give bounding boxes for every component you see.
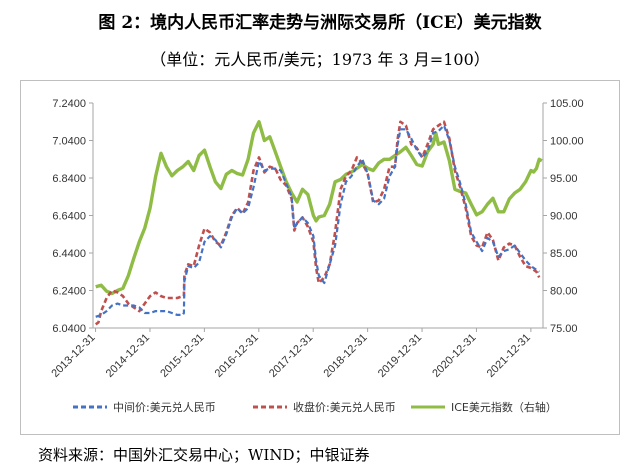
source-note: 资料来源：中国外汇交易中心；WIND；中银证券 <box>38 446 370 464</box>
x-tick-label: 2020-12-31 <box>430 332 478 380</box>
legend-label: 收盘价:美元兑人民币 <box>293 400 396 414</box>
y-left-tick-label: 6.0400 <box>52 323 86 335</box>
y-left-tick-label: 7.2400 <box>52 98 86 110</box>
x-tick-label: 2013-12-31 <box>49 332 97 380</box>
legend-label: ICE美元指数（右轴） <box>451 400 557 414</box>
legend-item-close-rate: 收盘价:美元兑人民币 <box>253 400 396 414</box>
x-tick-label: 2015-12-31 <box>158 332 206 380</box>
chart-title: 图 2：境内人民币汇率走势与洲际交易所（ICE）美元指数 <box>98 13 542 33</box>
x-tick-label: 2018-12-31 <box>321 332 369 380</box>
y-right-tick-label: 85.00 <box>550 248 578 260</box>
legend-label: 中间价:美元兑人民币 <box>113 400 216 414</box>
legend-item-ice-index: ICE美元指数（右轴） <box>411 400 557 414</box>
axes: 6.0400 6.2400 6.4400 6.6400 6.8400 7.0400 7.24… <box>49 98 583 380</box>
series-ice-index-line <box>95 120 543 296</box>
series-layer <box>94 120 543 326</box>
y-left-tick-label: 6.6400 <box>52 211 86 223</box>
y-right-tick-label: 75.00 <box>550 323 578 335</box>
x-tick-label: 2016-12-31 <box>213 332 261 380</box>
y-left-tick-label: 7.0400 <box>52 136 86 148</box>
y-right-tick-label: 100.00 <box>550 136 584 148</box>
chart-svg: 6.0400 6.2400 6.4400 6.6400 6.8400 7.0400 7.24… <box>49 98 583 414</box>
y-right-tick-label: 105.00 <box>550 98 584 110</box>
y-left-tick-label: 6.8400 <box>52 173 86 185</box>
y-left-tick-label: 6.2400 <box>52 286 86 298</box>
x-tick-label: 2017-12-31 <box>267 332 315 380</box>
chart-area: 6.0400 6.2400 6.4400 6.6400 6.8400 7.0400 7.24… <box>20 80 620 435</box>
legend-item-mid-rate: 中间价:美元兑人民币 <box>73 400 216 414</box>
y-right-tick-label: 95.00 <box>550 173 578 185</box>
y-left-tick-label: 6.4400 <box>52 248 86 260</box>
x-tick-label: 2021-12-31 <box>485 332 533 380</box>
chart-subtitle: （单位：元人民币/美元；1973 年 3 月=100） <box>150 50 490 69</box>
x-tick-label: 2019-12-31 <box>376 332 424 380</box>
y-right-tick-label: 80.00 <box>550 286 578 298</box>
legend: 中间价:美元兑人民币 收盘价:美元兑人民币 ICE美元指数（右轴） <box>73 400 557 414</box>
y-right-tick-label: 90.00 <box>550 211 578 223</box>
x-tick-label: 2014-12-31 <box>104 332 152 380</box>
